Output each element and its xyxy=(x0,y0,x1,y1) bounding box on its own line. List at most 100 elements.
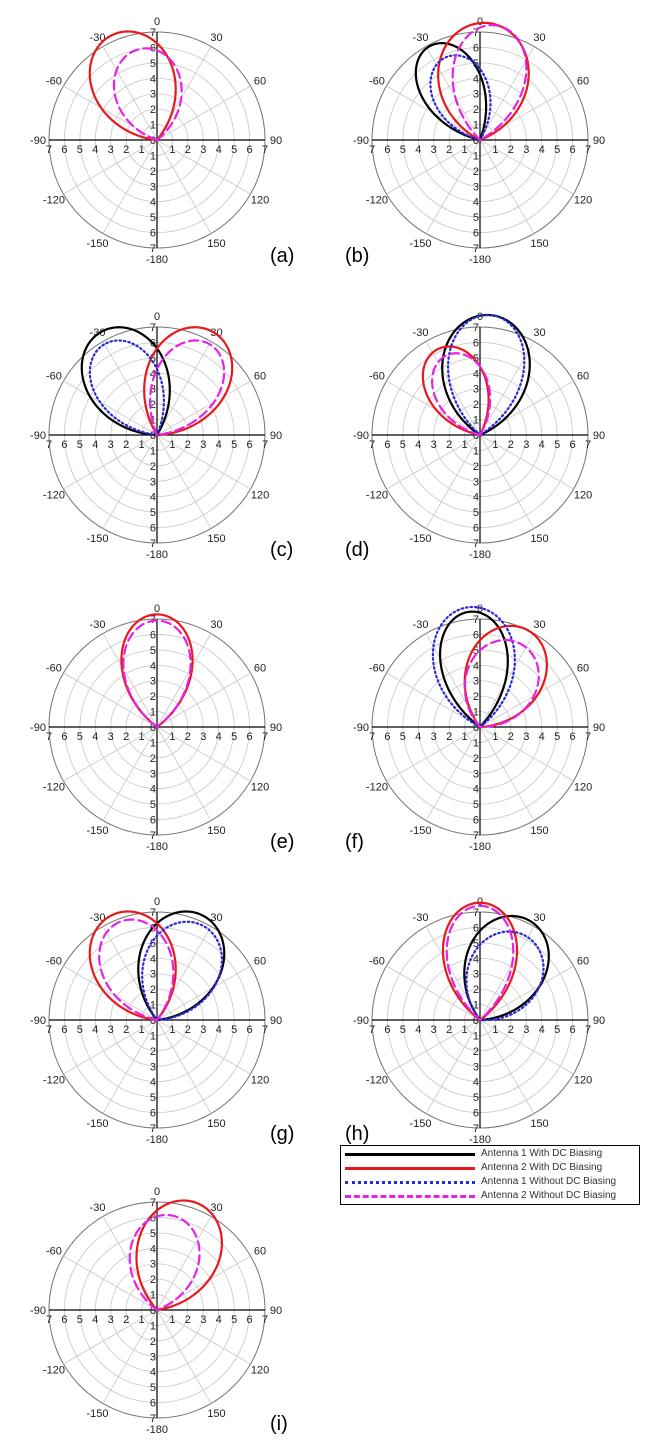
angle-tick-label: 30 xyxy=(210,1202,222,1214)
grid-spoke xyxy=(479,434,574,490)
radial-tick-label: 6 xyxy=(61,1024,67,1036)
angle-tick-label: -180 xyxy=(146,1134,168,1146)
grid-spoke xyxy=(386,434,481,490)
angle-tick-label: -150 xyxy=(409,825,431,837)
radial-tick-label: 4 xyxy=(150,1077,156,1089)
radial-tick-label: 1 xyxy=(473,415,479,427)
radial-tick-label: 6 xyxy=(473,228,479,240)
radial-tick-label: 5 xyxy=(150,507,156,519)
radial-tick-label: 3 xyxy=(523,1024,529,1036)
radial-tick-label: 6 xyxy=(570,439,576,451)
radial-tick-label: 0 xyxy=(150,1305,156,1317)
radial-tick-label: 4 xyxy=(473,368,479,380)
radial-tick-label: 7 xyxy=(150,538,156,550)
angle-tick-label: 120 xyxy=(251,782,269,794)
radial-tick-label: 7 xyxy=(369,144,375,156)
angle-tick-label: -60 xyxy=(46,371,62,383)
angle-tick-label: -30 xyxy=(90,1202,106,1214)
series-lobe-antenna-1-without-dc-biasing xyxy=(446,313,526,437)
radial-tick-label: 4 xyxy=(216,1024,222,1036)
grid-spoke xyxy=(479,434,535,529)
radial-tick-label: 5 xyxy=(473,1092,479,1104)
radial-tick-label: 4 xyxy=(473,1077,479,1089)
radial-tick-label: 4 xyxy=(539,731,545,743)
radial-tick-label: 7 xyxy=(473,243,479,255)
radial-tick-label: 6 xyxy=(61,439,67,451)
radial-tick-label: 6 xyxy=(570,1024,576,1036)
grid-spoke xyxy=(156,139,212,234)
radial-tick-label: 0 xyxy=(150,1015,156,1027)
series-lobe-antenna-2-without-dc-biasing xyxy=(128,1213,201,1312)
grid-spoke xyxy=(102,139,158,234)
radial-tick-label: 1 xyxy=(139,439,145,451)
legend: Antenna 1 With DC Biasing Antenna 2 With… xyxy=(340,1145,640,1205)
series-lobe-antenna-1-with-dc-biasing xyxy=(80,326,171,437)
angle-tick-label: 150 xyxy=(530,533,548,545)
radial-tick-label: 2 xyxy=(446,144,452,156)
series-lobe-antenna-2-without-dc-biasing xyxy=(122,619,192,729)
radial-tick-label: 2 xyxy=(185,1024,191,1036)
angle-tick-label: -30 xyxy=(90,619,106,631)
radial-tick-label: 7 xyxy=(473,830,479,842)
angle-tick-label: 90 xyxy=(593,135,605,147)
radial-tick-label: 5 xyxy=(150,645,156,657)
radial-tick-label: 2 xyxy=(446,731,452,743)
radial-tick-label: 1 xyxy=(150,445,156,457)
radial-tick-label: 2 xyxy=(185,1314,191,1326)
legend-swatch-2 xyxy=(345,1167,475,1170)
radial-tick-label: 3 xyxy=(523,731,529,743)
grid-spoke xyxy=(156,139,251,195)
grid-spoke xyxy=(156,1309,212,1404)
angle-tick-label: -30 xyxy=(413,327,429,339)
radial-tick-label: 5 xyxy=(231,1314,237,1326)
series-lobe-antenna-1-without-dc-biasing xyxy=(141,920,224,1022)
legend-item-1: Antenna 1 With DC Biasing xyxy=(341,1148,639,1160)
grid-spoke xyxy=(479,672,574,728)
series-lobe-antenna-2-without-dc-biasing xyxy=(431,352,492,437)
radial-tick-label: 6 xyxy=(247,1314,253,1326)
radial-tick-label: 3 xyxy=(473,969,479,981)
radial-tick-label: 1 xyxy=(150,1290,156,1302)
legend-swatch-1 xyxy=(345,1153,475,1156)
radial-tick-label: 2 xyxy=(508,731,514,743)
angle-tick-label: 120 xyxy=(251,195,269,207)
radial-tick-label: 3 xyxy=(150,1351,156,1363)
radial-tick-label: 0 xyxy=(473,1015,479,1027)
angle-tick-label: 30 xyxy=(533,327,545,339)
radial-tick-label: 5 xyxy=(150,799,156,811)
angle-tick-label: -90 xyxy=(30,722,46,734)
radial-tick-label: 7 xyxy=(150,243,156,255)
radial-tick-label: 1 xyxy=(169,144,175,156)
radial-tick-label: 3 xyxy=(473,476,479,488)
radial-tick-label: 1 xyxy=(150,707,156,719)
radial-tick-label: 0 xyxy=(150,135,156,147)
angle-tick-label: 0 xyxy=(154,16,160,28)
radial-tick-label: 1 xyxy=(473,737,479,749)
radial-tick-label: 6 xyxy=(247,439,253,451)
radial-tick-label: 6 xyxy=(61,1314,67,1326)
radial-tick-label: 3 xyxy=(473,768,479,780)
grid-spoke xyxy=(479,1019,535,1114)
grid-spoke xyxy=(479,139,535,234)
radial-tick-label: 6 xyxy=(473,922,479,934)
radial-tick-label: 1 xyxy=(462,1024,468,1036)
radial-tick-label: 7 xyxy=(262,439,268,451)
angle-tick-label: 150 xyxy=(530,238,548,250)
grid-spoke xyxy=(425,726,481,821)
angle-tick-label: 90 xyxy=(270,135,282,147)
radial-tick-label: 4 xyxy=(473,660,479,672)
radial-tick-label: 7 xyxy=(46,1024,52,1036)
radial-tick-label: 5 xyxy=(400,439,406,451)
panel-label: (c) xyxy=(270,539,293,561)
angle-tick-label: 30 xyxy=(210,912,222,924)
angle-tick-label: -150 xyxy=(86,238,108,250)
radial-tick-label: 1 xyxy=(473,1000,479,1012)
radial-tick-label: 2 xyxy=(150,399,156,411)
angle-tick-label: -90 xyxy=(353,722,369,734)
radial-tick-label: 3 xyxy=(523,144,529,156)
radial-tick-label: 5 xyxy=(150,353,156,365)
legend-item-2: Antenna 2 With DC Biasing xyxy=(341,1162,639,1174)
legend-swatch-4 xyxy=(345,1195,475,1198)
radial-tick-label: 4 xyxy=(216,1314,222,1326)
